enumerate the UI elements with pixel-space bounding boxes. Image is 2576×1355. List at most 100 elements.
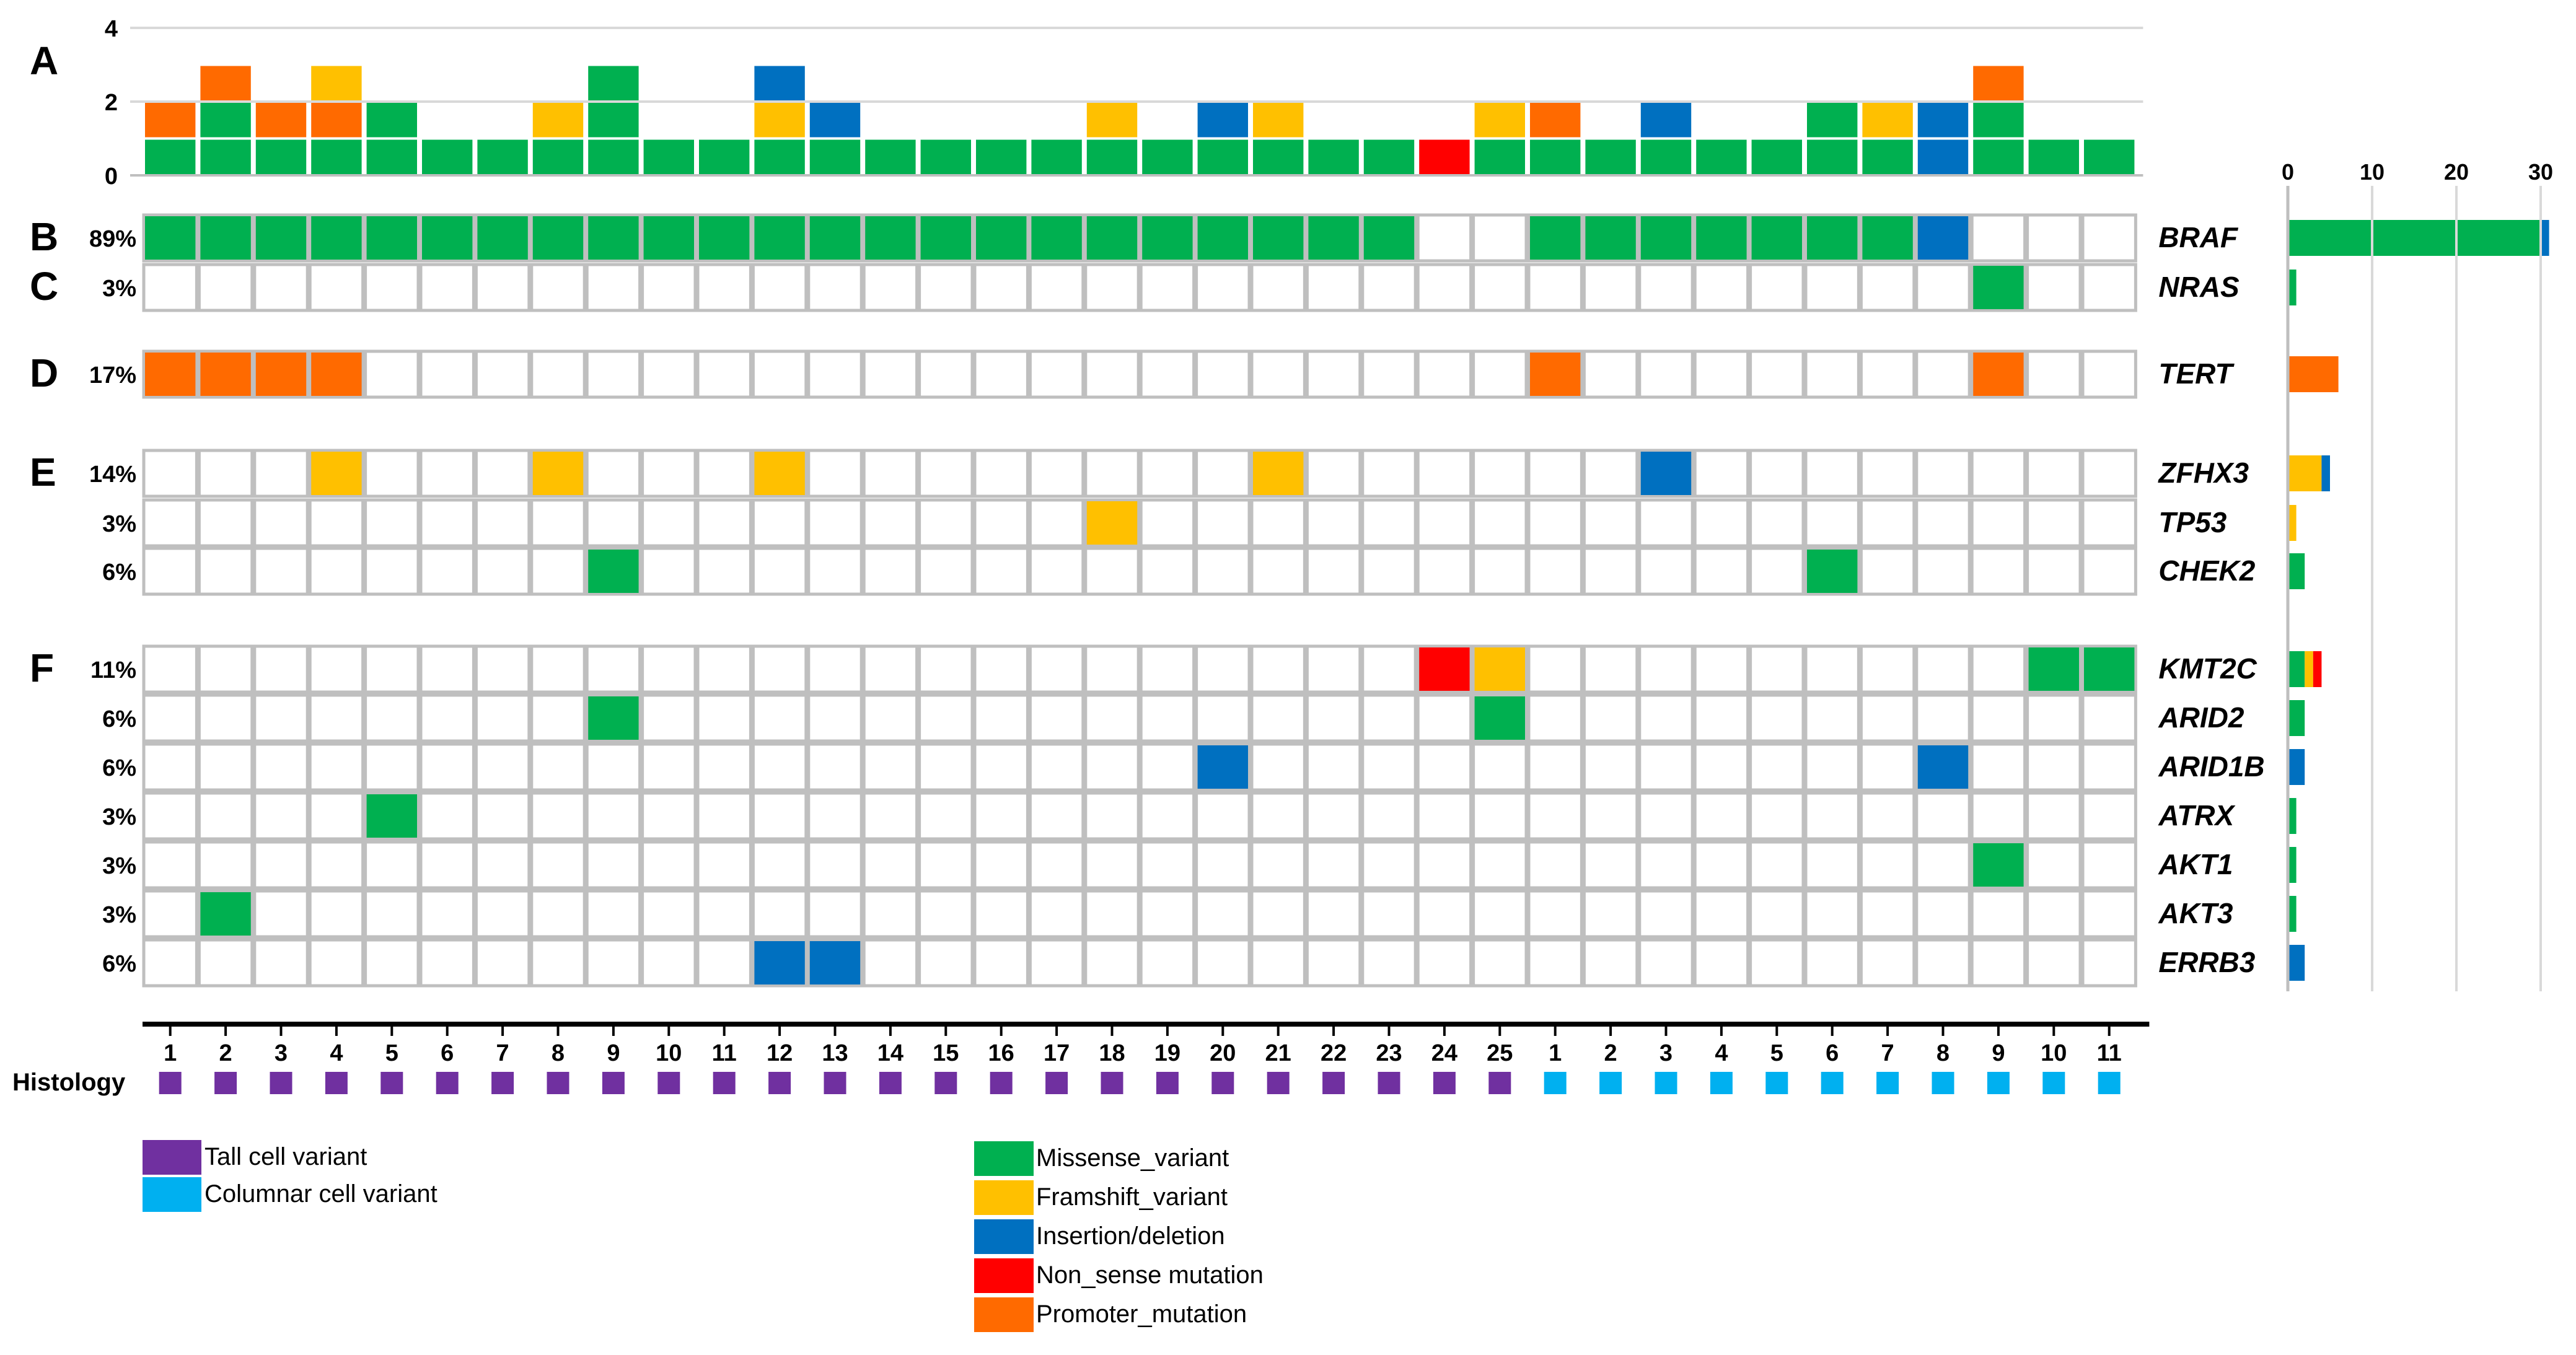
grid-cell [2081,791,2137,841]
grid-cell [641,840,697,890]
grid-cell [1970,791,2027,841]
grid-cell [862,938,919,988]
grid-cell [751,546,808,596]
histology-marker [491,1072,514,1094]
grid-cell [1361,546,1417,596]
grid-cell [1804,889,1860,939]
grid-cell [1915,840,1971,890]
grid-cell [308,791,365,841]
grid-cell [419,449,475,498]
gene-name: ARID2 [2158,701,2244,734]
grid-cell [973,889,1029,939]
grid-cell [1970,498,2027,548]
grid-cell [1250,693,1306,743]
alteration-cell [200,892,251,936]
sample-label: 1 [1549,1040,1562,1066]
grid-cell [2081,349,2137,399]
grid-cell [253,449,309,498]
top-bar-segment [699,139,750,174]
alteration-cell [643,216,694,260]
grid-cell [1305,840,1362,890]
grid-cell [419,791,475,841]
grid-cell [641,263,697,312]
sample-label: 3 [275,1040,288,1066]
grid-cell [696,349,752,399]
grid-cell [253,546,309,596]
grid-cell [364,693,420,743]
grid-cell [1195,449,1251,498]
grid-cell [1195,498,1251,548]
alteration-cell [1640,452,1692,495]
histology-marker [214,1072,237,1094]
grid-cell [696,263,752,312]
grid-cell [197,693,254,743]
grid-cell [142,498,198,548]
grid-cell [807,449,863,498]
sample-label: 4 [1715,1040,1728,1066]
grid-cell [1250,498,1306,548]
grid-cell [585,263,642,312]
grid-cell [1804,693,1860,743]
grid-cell [1693,742,1750,792]
gene-percentage: 3% [102,276,136,302]
grid-cell [641,889,697,939]
grid-cell [918,449,974,498]
top-bar-segment [1086,103,1138,138]
grid-cell [696,889,752,939]
sample-label: 12 [767,1040,793,1066]
grid-cell [807,742,863,792]
grid-cell [1582,449,1639,498]
grid-cell [253,938,309,988]
histology-marker [1378,1072,1400,1094]
grid-cell [364,938,420,988]
grid-cell [253,644,309,694]
top-bar-segment [1862,139,1913,174]
grid-cell [696,546,752,596]
grid-cell [862,840,919,890]
histology-marker [1488,1072,1511,1094]
grid-cell [1472,498,1528,548]
grid-cell [1139,693,1196,743]
grid-cell [2081,889,2137,939]
grid-cell [197,840,254,890]
alteration-cell [1308,216,1359,260]
grid-cell [530,498,586,548]
grid-cell [696,644,752,694]
grid-cell [1749,644,1805,694]
grid-cell [1361,742,1417,792]
grid-cell [1472,742,1528,792]
top-bar-segment [1585,139,1636,174]
mutation-legend-label: Non_sense mutation [1036,1261,1264,1289]
grid-cell [308,263,365,312]
grid-cell [1305,546,1362,596]
grid-cell [1527,263,1583,312]
grid-cell [1250,546,1306,596]
top-bar-segment [1917,103,1969,138]
grid-cell [1195,938,1251,988]
grid-cell [918,546,974,596]
histology-marker [270,1072,292,1094]
grid-cell [2026,349,2082,399]
grid-cell [585,498,642,548]
grid-cell [751,263,808,312]
alteration-cell [1197,745,1248,789]
grid-cell [807,840,863,890]
sample-label: 18 [1099,1040,1125,1066]
grid-cell [1028,938,1085,988]
top-bar-segment [532,139,584,174]
top-bar-segment [311,103,362,138]
gene-percentage: 3% [102,804,136,830]
alteration-cell [1253,452,1304,495]
top-bar-segment [366,103,417,138]
alteration-cell [200,216,251,260]
panel-label: F [30,646,54,690]
grid-cell [1970,742,2027,792]
grid-cell [1582,498,1639,548]
grid-cell [1250,644,1306,694]
grid-cell [918,349,974,399]
grid-cell [1804,742,1860,792]
top-bar-segment [1640,139,1692,174]
grid-cell [1195,693,1251,743]
histology-marker [713,1072,736,1094]
histology-marker [159,1072,182,1094]
